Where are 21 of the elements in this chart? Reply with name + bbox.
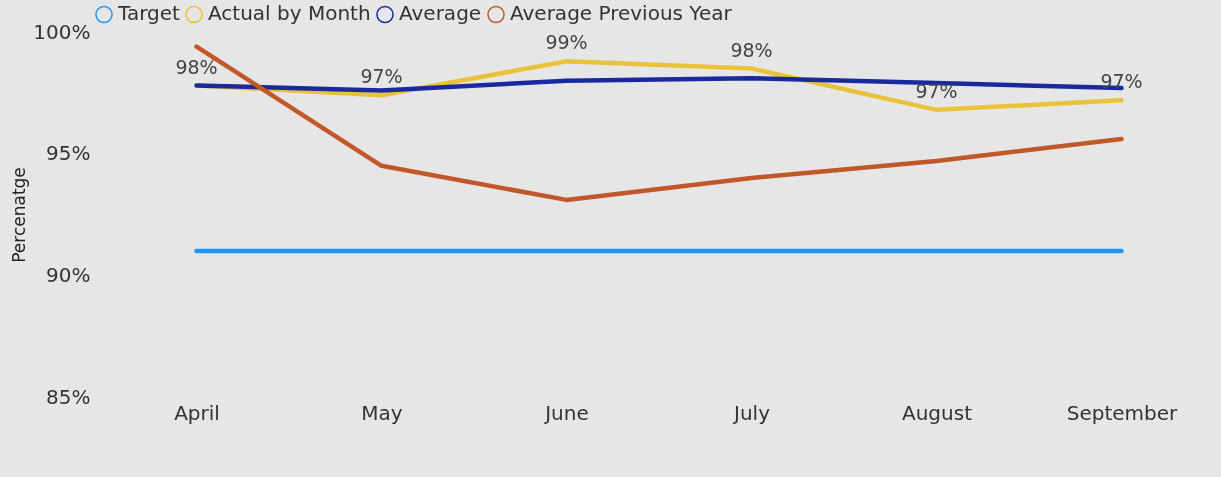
x-tick-label: September bbox=[1066, 400, 1179, 425]
x-tick-label: April bbox=[174, 400, 220, 425]
data-label: 97% bbox=[1100, 70, 1143, 93]
data-label: 98% bbox=[730, 38, 773, 61]
legend-label: Target bbox=[117, 1, 181, 26]
y-axis-title: Percenatge bbox=[9, 167, 30, 263]
x-tick-label: August bbox=[902, 400, 973, 425]
y-tick-label: 90% bbox=[46, 262, 91, 287]
legend-label: Actual by Month bbox=[208, 1, 371, 26]
y-tick-label: 85% bbox=[46, 384, 91, 409]
x-tick-label: May bbox=[361, 400, 403, 425]
y-tick-label: 100% bbox=[33, 19, 91, 44]
legend-label: Average bbox=[399, 1, 482, 26]
legend-label: Average Previous Year bbox=[510, 1, 733, 26]
data-label: 98% bbox=[175, 55, 218, 78]
y-tick-label: 95% bbox=[46, 141, 91, 166]
data-label: 99% bbox=[545, 31, 588, 54]
data-label: 97% bbox=[915, 79, 958, 102]
x-tick-label: July bbox=[732, 400, 771, 425]
data-label: 97% bbox=[360, 65, 403, 88]
x-tick-label: June bbox=[543, 400, 589, 425]
